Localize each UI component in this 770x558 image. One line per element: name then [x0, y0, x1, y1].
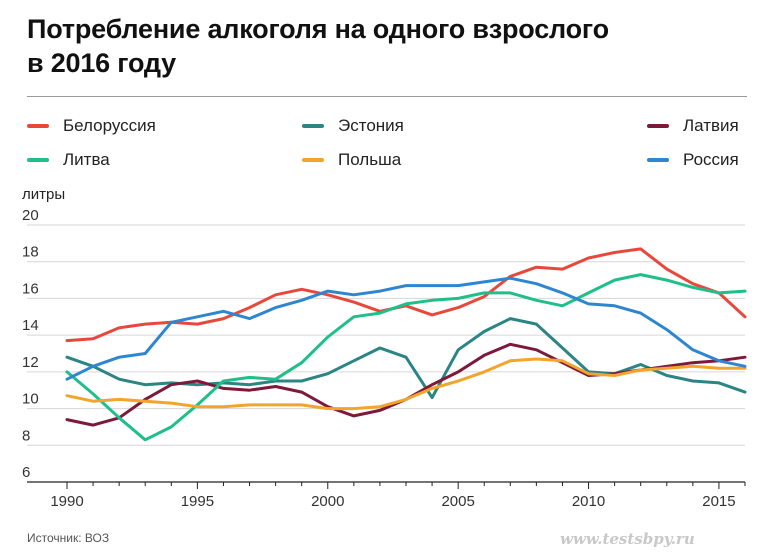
legend-label-estonia: Эстония — [338, 116, 404, 135]
x-tick-label: 1995 — [181, 493, 214, 510]
y-tick-label: 14 — [22, 317, 39, 334]
x-tick-label: 1990 — [50, 493, 83, 510]
y-tick-label: 8 — [22, 427, 30, 444]
x-tick-label: 2015 — [702, 493, 735, 510]
legend-label-lithuania: Литва — [63, 150, 110, 169]
title-line-2: в 2016 году — [27, 48, 176, 78]
series-line-0 — [65, 247, 747, 343]
legend-item-latvia: Латвия — [647, 114, 739, 138]
legend-item-estonia: Эстония — [302, 114, 404, 138]
title-line-1: Потребление алкоголя на одного взрослого — [27, 14, 609, 44]
x-tick-label: 2010 — [572, 493, 605, 510]
y-tick-label: 18 — [22, 244, 39, 261]
legend: Белоруссия Эстония Латвия Литва Польша Р… — [27, 114, 747, 174]
legend-swatch-estonia — [302, 124, 324, 128]
legend-item-lithuania: Литва — [27, 148, 110, 172]
legend-swatch-lithuania — [27, 158, 49, 162]
legend-item-russia: Россия — [647, 148, 739, 172]
y-tick-label: 6 — [22, 464, 30, 481]
y-tick-label: 16 — [22, 280, 39, 297]
legend-label-russia: Россия — [683, 150, 739, 169]
y-tick-label: 12 — [22, 354, 39, 371]
legend-label-latvia: Латвия — [683, 116, 739, 135]
y-tick-label: 20 — [22, 207, 39, 224]
legend-label-poland: Польша — [338, 150, 402, 169]
series-line-5 — [65, 276, 747, 381]
legend-label-belarus: Белоруссия — [63, 116, 156, 135]
x-tick-label: 2005 — [441, 493, 474, 510]
watermark: www.testsbpy.ru — [560, 530, 695, 548]
series-line-3 — [65, 273, 747, 442]
legend-item-belarus: Белоруссия — [27, 114, 156, 138]
series-line-4 — [65, 357, 747, 411]
legend-swatch-russia — [647, 158, 669, 162]
x-tick-label: 2000 — [311, 493, 344, 510]
chart-title: Потребление алкоголя на одного взрослого… — [27, 12, 727, 80]
y-axis-label: литры — [22, 186, 66, 203]
y-tick-label: 10 — [22, 391, 39, 408]
legend-swatch-latvia — [647, 124, 669, 128]
legend-swatch-poland — [302, 158, 324, 162]
title-divider — [27, 96, 747, 97]
legend-item-poland: Польша — [302, 148, 401, 172]
source-note: Источник: ВОЗ — [27, 531, 110, 545]
legend-swatch-belarus — [27, 124, 49, 128]
